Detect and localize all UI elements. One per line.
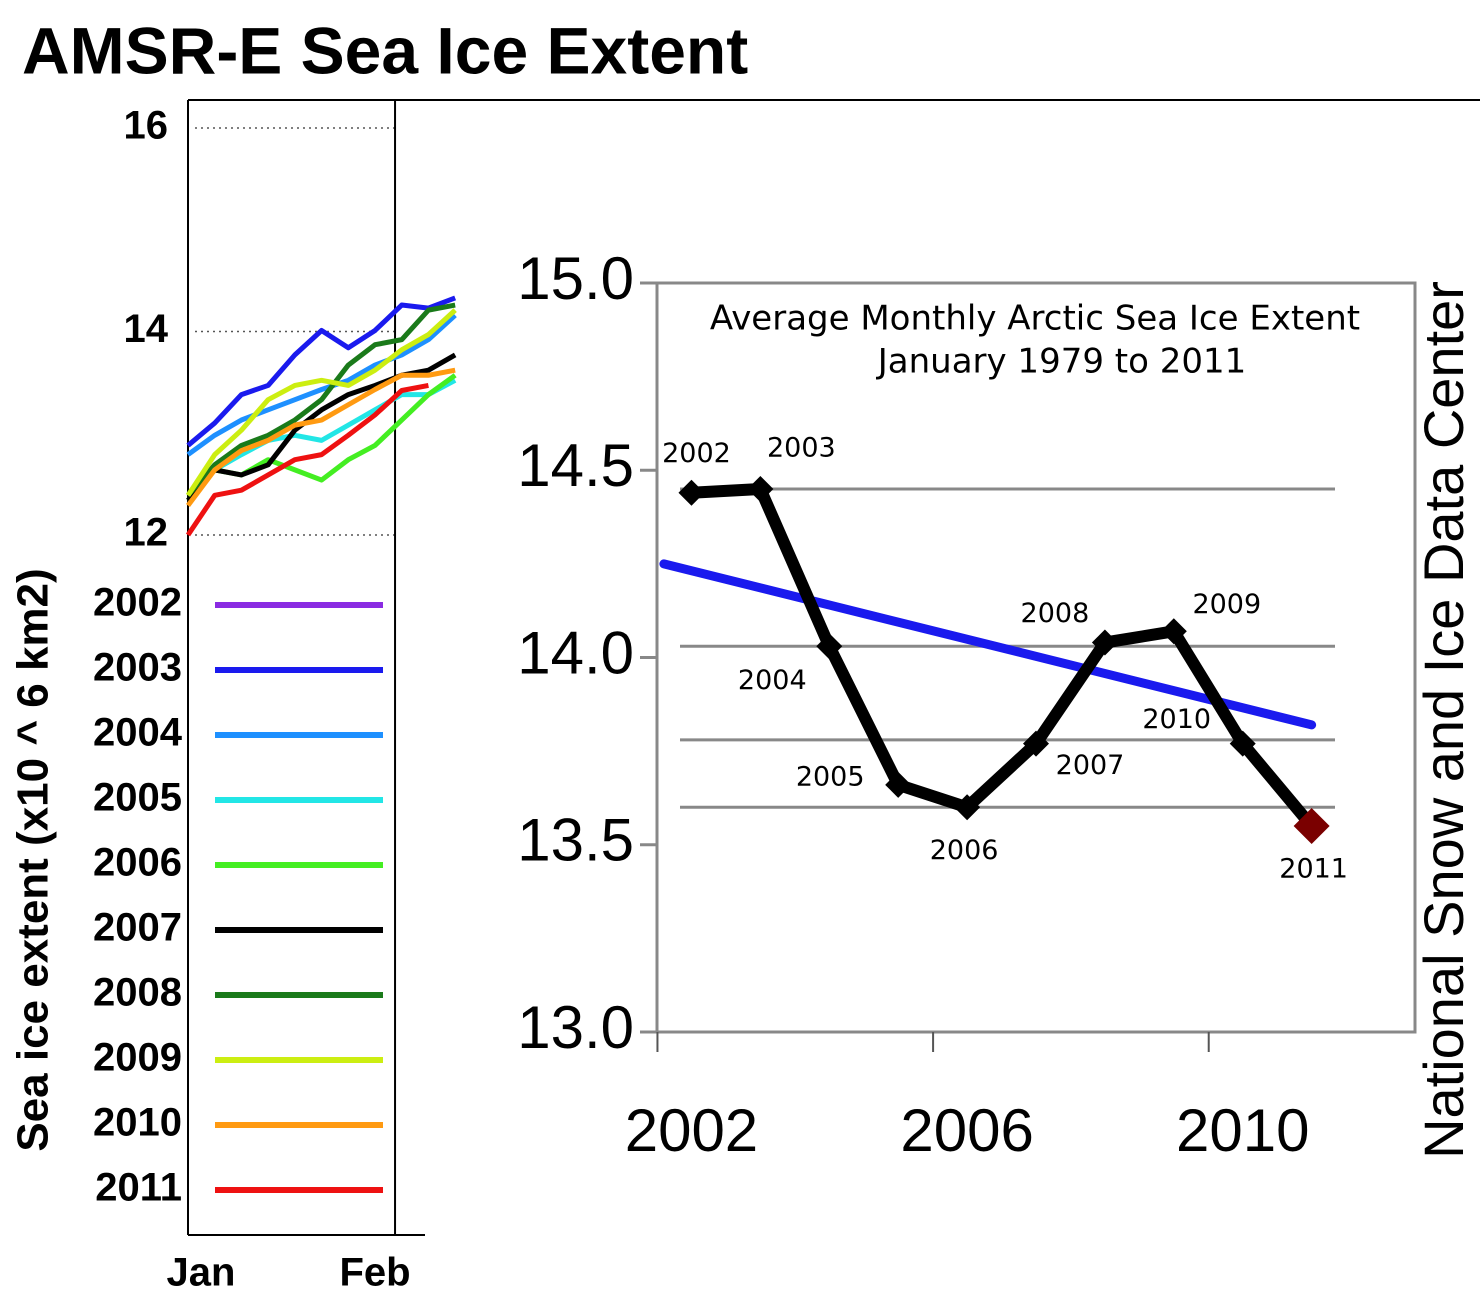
x-tick-label: Jan <box>167 1251 236 1295</box>
point-label: 2009 <box>1192 589 1261 620</box>
series-line <box>186 302 456 497</box>
point-label: 2006 <box>930 835 999 866</box>
y-tick-label: 15.0 <box>517 245 634 312</box>
point-label: 2002 <box>662 438 731 469</box>
legend-label: 2005 <box>93 776 182 820</box>
legend-label: 2009 <box>93 1036 182 1080</box>
y-tick-label: 14.0 <box>517 619 634 686</box>
legend-label: 2008 <box>93 971 182 1015</box>
data-point <box>1293 808 1330 845</box>
chart-title: AMSR-E Sea Ice Extent <box>22 13 748 87</box>
data-point <box>954 794 981 821</box>
legend-label: 2006 <box>93 841 182 885</box>
point-label: 2010 <box>1142 704 1211 735</box>
point-label: 2011 <box>1279 854 1348 885</box>
data-point <box>816 633 843 660</box>
x-tick-label: 2006 <box>900 1097 1033 1164</box>
point-label: 2004 <box>738 665 807 696</box>
point-label: 2008 <box>1021 598 1090 629</box>
series-line <box>186 313 457 457</box>
data-point <box>885 771 912 798</box>
legend-label: 2004 <box>93 711 183 755</box>
trend-line <box>659 559 1317 730</box>
point-label: 2007 <box>1056 750 1125 781</box>
legend-label: 2011 <box>95 1166 182 1210</box>
y-tick-label: 14 <box>124 307 169 351</box>
x-tick-label: 2010 <box>1176 1097 1309 1164</box>
legend-label: 2007 <box>93 906 182 950</box>
data-point <box>1160 618 1187 645</box>
x-tick-label: Feb <box>339 1251 410 1295</box>
legend-label: 2010 <box>93 1101 182 1145</box>
x-tick-label: 2002 <box>625 1097 758 1164</box>
y-tick-label: 16 <box>124 104 169 148</box>
series-line <box>185 308 457 497</box>
data-point <box>678 479 705 506</box>
y-tick-label: 13.0 <box>517 994 634 1061</box>
inset-subtitle: January 1979 to 2011 <box>876 342 1247 382</box>
y-axis-label: Sea ice extent (x10 ^ 6 km2) <box>9 568 58 1151</box>
series-line <box>185 382 429 537</box>
y-tick-label: 12 <box>124 511 169 555</box>
legend-label: 2002 <box>93 581 182 625</box>
inset-title: Average Monthly Arctic Sea Ice Extent <box>710 299 1360 339</box>
series-line <box>186 295 457 448</box>
y-tick-label: 14.5 <box>517 432 634 499</box>
inset-background <box>466 245 1415 1115</box>
data-point <box>1023 730 1049 757</box>
data-point <box>1229 730 1256 757</box>
point-label: 2003 <box>767 432 836 463</box>
data-point <box>747 475 774 502</box>
credit: National Snow and Ice Data Center <box>1412 281 1475 1159</box>
legend-label: 2003 <box>93 646 182 690</box>
data-point <box>1091 629 1118 656</box>
point-label: 2005 <box>796 761 865 792</box>
series-line <box>691 482 1317 830</box>
y-tick-label: 13.5 <box>517 807 634 874</box>
series-line <box>186 367 456 507</box>
